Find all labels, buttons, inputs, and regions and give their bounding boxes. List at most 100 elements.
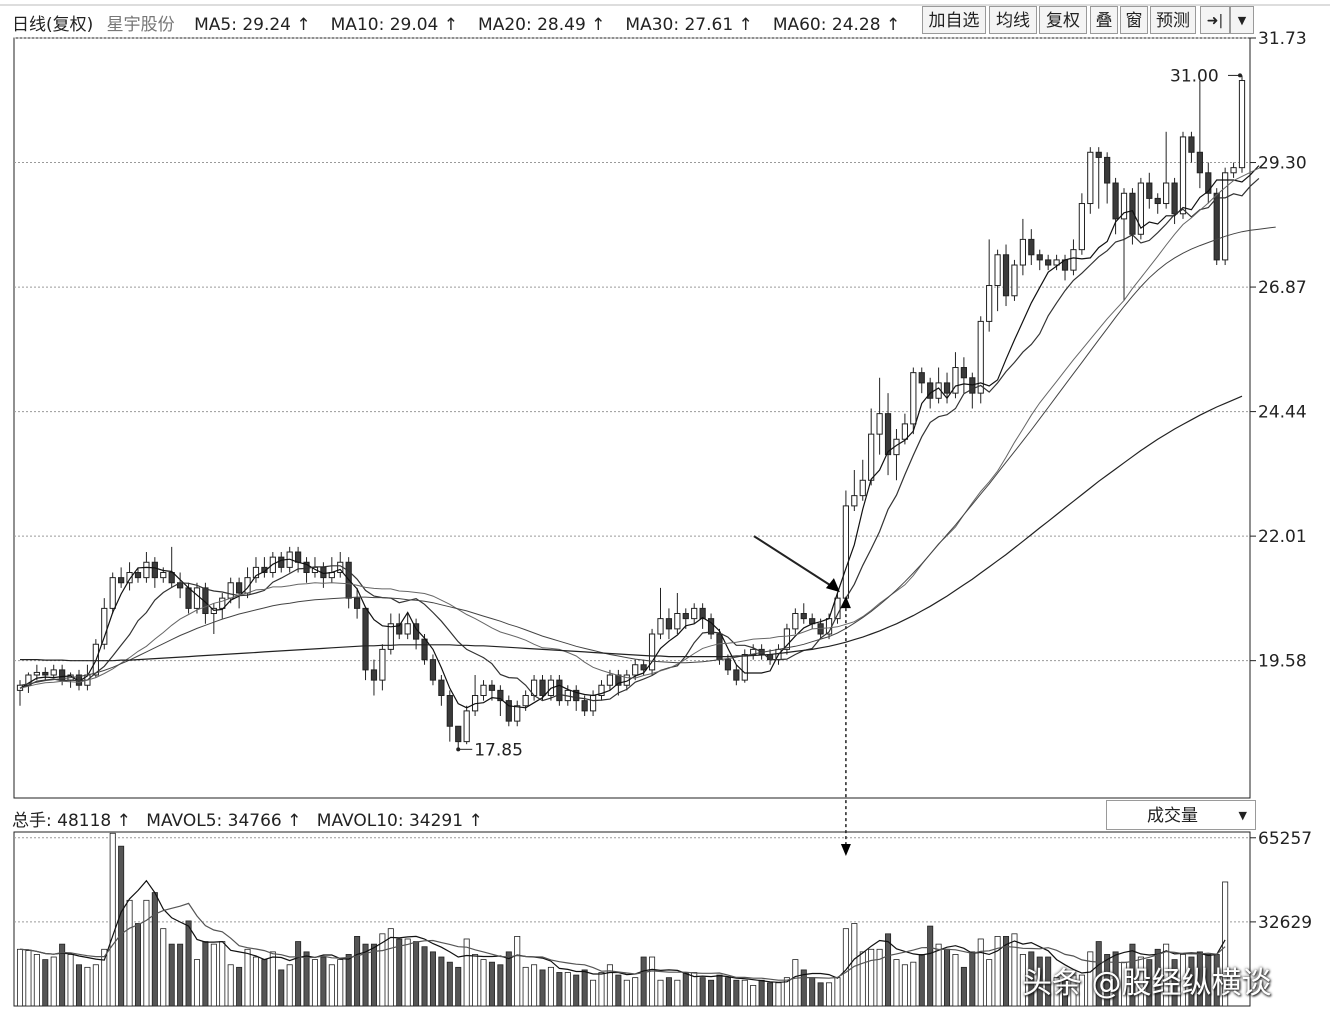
volume-bar (75, 964, 83, 1007)
candle-body (59, 669, 66, 681)
candle-body (193, 587, 201, 609)
volume-bar (581, 969, 588, 1007)
candle-body (640, 664, 647, 671)
volume-bar (960, 966, 967, 1007)
total-volume-value: 48118 (57, 811, 112, 831)
candle-body (269, 556, 276, 574)
candle-body (1061, 259, 1069, 271)
volume-bar (488, 961, 495, 1007)
toolbar-button[interactable]: 窗 (1120, 6, 1148, 34)
volume-bar (800, 969, 807, 1007)
volume-bar (252, 956, 259, 1007)
candle-body (859, 479, 866, 497)
ma-legend-item: MA5: 29.24 ↑ (194, 15, 311, 35)
volume-bar (472, 954, 479, 1007)
candle-body (286, 551, 293, 568)
ma-legend-item: MA60: 24.28 ↑ (772, 15, 901, 35)
volume-bar (615, 974, 622, 1007)
candle-body (539, 679, 546, 697)
candle-body (665, 618, 673, 630)
candle-body (1238, 80, 1246, 169)
candle-body (328, 572, 335, 579)
volume-bar (834, 977, 841, 1007)
price-tick-label: 31.73 (1258, 29, 1307, 49)
candle-body (362, 607, 369, 671)
volume-bar (556, 972, 563, 1007)
candle-body (379, 648, 386, 681)
volume-bar (842, 928, 849, 1007)
candle-body (261, 566, 268, 574)
candle-body (699, 607, 706, 620)
candle-body (1205, 172, 1212, 194)
candle-body (674, 613, 681, 630)
breakout-link-arrowhead (840, 844, 851, 856)
volume-bar (505, 951, 512, 1007)
volume-bar (885, 933, 892, 1007)
volume-bar (370, 943, 377, 1007)
volume-bar (134, 923, 141, 1007)
volume-bar (699, 977, 706, 1007)
volume-bar (219, 941, 226, 1007)
volume-bar (691, 972, 698, 1007)
volume-bar (606, 964, 613, 1007)
volume-bar (598, 972, 605, 1007)
candle-body (244, 577, 251, 594)
annotation-arrowhead (825, 578, 840, 593)
volume-bar (775, 982, 782, 1007)
volume-bar (674, 979, 681, 1007)
candle-body (910, 372, 917, 425)
candle-body (724, 659, 732, 671)
candle-body (1070, 249, 1077, 271)
volume-bar (109, 832, 116, 1007)
toolbar-button[interactable]: 加自选 (922, 6, 986, 34)
volume-bar (868, 948, 875, 1007)
toolbar-button[interactable]: 复权 (1039, 6, 1087, 34)
candle-body (1095, 151, 1102, 158)
toolbar-button[interactable]: 均线 (989, 6, 1037, 34)
toolbar-button[interactable]: 叠 (1090, 6, 1118, 34)
volume-bar (893, 959, 900, 1007)
candle-body (303, 561, 310, 574)
candle-body (429, 659, 437, 681)
candle-body (750, 648, 757, 656)
low-marker (456, 747, 461, 752)
candle-body (573, 689, 580, 702)
total-volume-label: 总手: (12, 811, 52, 831)
volume-bar (303, 951, 310, 1007)
candle-body (421, 638, 428, 661)
candle-body (219, 597, 226, 609)
volume-bar (665, 977, 672, 1007)
ma-line-ma5 (19, 165, 1260, 709)
candle-body (960, 367, 968, 379)
candle-body (547, 679, 555, 697)
ma-line-ma60 (20, 395, 1243, 662)
candle-body (168, 572, 175, 584)
volume-bar (16, 948, 24, 1007)
volume-bar (278, 969, 285, 1007)
high-label: 31.00 (1170, 66, 1219, 86)
volume-bar (236, 966, 243, 1007)
candle-body (1222, 172, 1229, 261)
candle-body (783, 628, 791, 650)
chevron-down-icon[interactable]: ▼ (1230, 6, 1254, 34)
volume-bar (126, 899, 133, 1007)
candle-body (1053, 259, 1060, 266)
candle-body (589, 695, 597, 712)
volume-header: 总手: 48118 ↑ MAVOL5: 34766 ↑ MAVOL10: 342… (12, 806, 483, 831)
volume-bar (379, 933, 386, 1007)
candle-body (766, 654, 774, 661)
volume-bar (455, 966, 462, 1007)
jump-end-icon[interactable]: ➜| (1200, 6, 1230, 34)
candle-body (210, 607, 217, 615)
candle-body (160, 572, 167, 579)
candle-body (741, 654, 748, 681)
candle-body (185, 587, 192, 609)
candle-body (353, 597, 361, 609)
toolbar-button[interactable]: 预测 (1150, 6, 1196, 34)
volume-bar (792, 959, 799, 1007)
candle-body (1045, 259, 1052, 266)
price-tick-label: 29.30 (1258, 154, 1307, 174)
candle-body (522, 695, 529, 707)
indicator-select[interactable]: 成交量 ▼ (1106, 800, 1256, 830)
candle-body (236, 582, 243, 594)
